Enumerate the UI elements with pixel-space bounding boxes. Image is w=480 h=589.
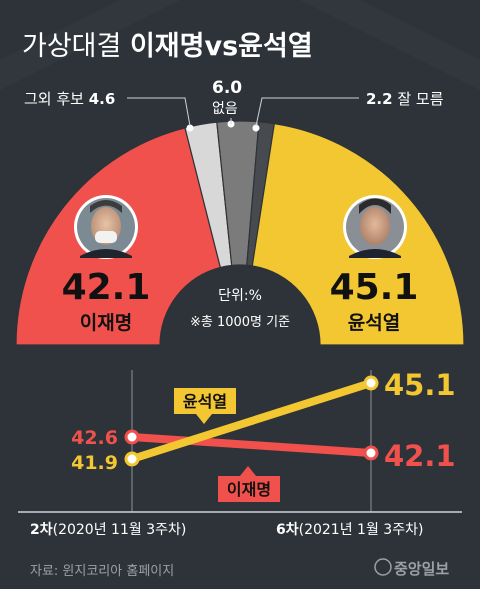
yoon-value: 45.1 — [329, 267, 419, 308]
background-stripes — [0, 0, 480, 90]
label-dunno: 2.2 잘 모름 — [366, 88, 444, 109]
label-none-value: 6.0 — [212, 78, 243, 98]
title-emphasis: 이재명vs윤석열 — [129, 31, 313, 62]
leader-lines — [127, 97, 359, 127]
yoon-name: 윤석열 — [347, 312, 401, 334]
unit-label: 단위:% — [218, 288, 262, 304]
point-lee-0 — [124, 429, 140, 445]
value-label-yoon-0: 41.9 — [71, 452, 118, 474]
donut-hole — [161, 266, 319, 345]
title-prefix: 가상대결 — [22, 31, 122, 62]
lee-name: 이재명 — [79, 312, 133, 334]
x-tick-2-bold: 6차 — [276, 522, 299, 538]
label-others-name: 그외 후보 — [24, 90, 84, 108]
label-dunno-value: 2.2 — [366, 90, 393, 108]
x-tick-1-rest: (2020년 11월 3주차) — [52, 522, 187, 538]
value-label-yoon-1: 45.1 — [384, 368, 456, 402]
source-note: 자료: 윈지코리아 홈페이지 — [30, 564, 175, 579]
brand-name: 중앙일보 — [394, 560, 450, 578]
series-tag-lee: 이재명 — [227, 480, 271, 499]
brand-logo-icon — [374, 558, 392, 576]
series-tag-yoon: 윤석열 — [183, 392, 227, 411]
value-label-lee-1: 42.1 — [384, 439, 456, 473]
x-tick-1-bold: 2차 — [30, 522, 53, 538]
leader-line-others — [127, 97, 191, 127]
label-none-name: 없음 — [212, 101, 238, 117]
series-tag-pointer-lee — [240, 466, 256, 476]
label-dunno-name: 잘 모름 — [397, 90, 444, 108]
point-yoon-0 — [124, 451, 140, 467]
series-tag-bg-lee — [218, 476, 280, 502]
leader-dot-0 — [186, 124, 194, 132]
label-others-value: 4.6 — [88, 90, 116, 108]
value-label-lee-0: 42.6 — [71, 427, 118, 449]
x-tick-2: 6차(2021년 1월 3주차) — [276, 519, 423, 539]
leader-dot-2 — [252, 124, 260, 132]
sample-note: ※총 1000명 기준 — [189, 315, 291, 330]
x-tick-2-rest: (2021년 1월 3주차) — [298, 522, 424, 538]
series-tag-bg-yoon — [174, 388, 236, 414]
x-tick-1: 2차(2020년 11월 3주차) — [30, 519, 186, 539]
lee-value: 42.1 — [61, 267, 151, 308]
point-yoon-1 — [363, 375, 379, 391]
line-series-lee — [131, 433, 372, 457]
point-lee-1 — [363, 445, 379, 461]
page-title: 가상대결 이재명vs윤석열 — [22, 24, 313, 63]
leader-line-dunno — [255, 97, 359, 127]
line-series-yoon — [130, 379, 373, 463]
series-tag-pointer-yoon — [196, 414, 212, 424]
lee-avatar — [74, 195, 138, 259]
yoon-avatar — [343, 195, 407, 259]
label-others: 그외 후보 4.6 — [24, 88, 115, 109]
